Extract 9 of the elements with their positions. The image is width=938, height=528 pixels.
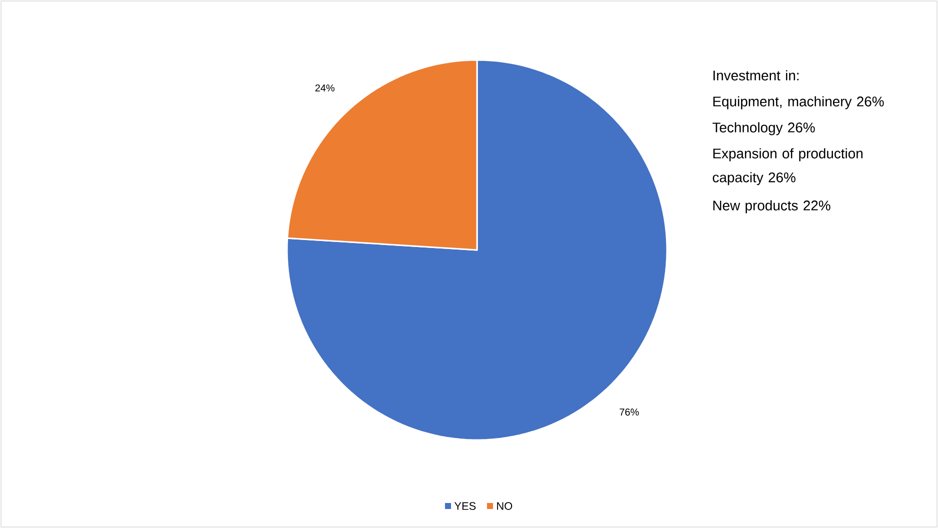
data-label: 76% bbox=[620, 408, 639, 416]
data-label: 24% bbox=[315, 84, 334, 92]
text: Technology 26% bbox=[712, 122, 815, 136]
legend-label: NO bbox=[497, 502, 512, 510]
text: New products 22% bbox=[713, 200, 830, 214]
text: Equipment, machinery 26% bbox=[713, 96, 884, 110]
text: Expansion of production capacity 26% bbox=[712, 148, 862, 186]
legend-label: YES bbox=[454, 502, 476, 510]
text: Investment in: bbox=[713, 70, 799, 80]
